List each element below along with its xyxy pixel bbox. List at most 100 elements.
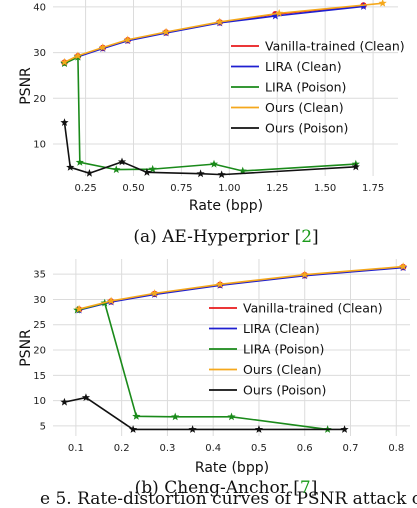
data-point — [107, 296, 116, 305]
data-point — [98, 43, 107, 52]
caption-a-prefix: (a) AE-Hyperprior [ — [133, 227, 301, 247]
data-point — [81, 393, 91, 402]
data-point — [75, 304, 84, 313]
data-point — [73, 305, 82, 314]
caption-a: (a) AE-Hyperprior [2] — [133, 227, 318, 247]
legend-a: Vanilla-trained (Clean) LIRA (Clean) LIRA … — [231, 38, 405, 135]
y-tick-label: 30 — [33, 295, 46, 306]
data-point — [129, 425, 138, 433]
data-point — [85, 168, 94, 177]
y-tick-label: 10 — [33, 140, 46, 151]
caption-b-suffix: ] — [311, 478, 318, 498]
x-tick-label: 1.25 — [266, 183, 288, 194]
caption-a-ref: 2 — [301, 227, 312, 247]
y-tick-label: 20 — [33, 346, 46, 357]
chart-cheng-anchor: 0.1 0.2 0.3 0.4 0.5 0.6 0.7 0.8 5 10 15 20 25 30 35 Ra… — [18, 259, 417, 508]
x-tick-label: 0.2 — [114, 443, 130, 454]
data-point — [142, 168, 152, 176]
x-axis-label-a: Rate (bpp) — [189, 198, 263, 214]
legend-label: LIRA (Clean) — [265, 59, 342, 74]
legend-item: Vanilla-trained (Clean) — [231, 38, 405, 53]
x-tick-label: 1.75 — [362, 183, 384, 194]
series-lines-b — [60, 262, 408, 433]
data-point — [340, 425, 349, 433]
series-line-lira-poison — [64, 56, 356, 172]
data-point — [60, 57, 69, 66]
legend-item: LIRA (Clean) — [231, 59, 342, 74]
data-point — [132, 411, 141, 420]
chart-ae-hyperprior: 0.25 0.50 0.75 1.00 1.25 1.50 1.75 10 20 30 40 Rat… — [18, 0, 405, 247]
data-point — [275, 8, 284, 17]
x-tick-label: 0.5 — [251, 443, 267, 454]
data-point — [378, 0, 387, 7]
data-point — [271, 11, 280, 20]
legend-item: Ours (Poison) — [231, 120, 348, 135]
plot-area-a — [53, 0, 398, 176]
data-point — [123, 35, 132, 44]
caption-b: (b) Cheng-Anchor [7] — [135, 478, 318, 498]
x-tick-label: 0.4 — [205, 443, 221, 454]
tick-labels-b: 0.1 0.2 0.3 0.4 0.5 0.6 0.7 0.8 5 10 15 20 25 30 35 — [33, 270, 404, 454]
legend-b: Vanilla-trained (Clean) LIRA (Clean) LIRA … — [209, 300, 383, 397]
legend-item: LIRA (Poison) — [231, 79, 346, 94]
data-point — [171, 412, 180, 421]
legend-label: LIRA (Poison) — [243, 341, 324, 356]
data-point — [217, 170, 226, 179]
series-line-ours-poison — [63, 122, 356, 176]
series-line-ours-clean — [78, 265, 404, 310]
y-tick-label: 15 — [33, 371, 46, 382]
data-point — [60, 397, 69, 406]
y-tick-label: 20 — [33, 94, 46, 105]
data-point — [150, 289, 159, 297]
legend-label: Vanilla-trained (Clean) — [265, 38, 405, 53]
tick-labels-a: 0.25 0.50 0.75 1.00 1.25 1.50 1.75 10 20 30 40 — [33, 2, 384, 194]
legend-item: Ours (Clean) — [231, 100, 344, 115]
y-tick-label: 10 — [33, 396, 46, 407]
data-point — [209, 159, 219, 168]
data-point — [215, 279, 225, 288]
data-point — [73, 51, 83, 60]
y-tick-label: 25 — [33, 320, 46, 331]
legend-label: Ours (Poison) — [243, 382, 326, 397]
data-point — [117, 157, 127, 166]
data-point — [254, 425, 264, 433]
legend-item: Ours (Poison) — [209, 382, 326, 397]
series-line-ours-poison — [64, 396, 345, 431]
data-point — [75, 157, 84, 166]
data-point — [112, 165, 121, 174]
data-point — [188, 425, 197, 433]
y-tick-label: 30 — [33, 48, 46, 59]
series-line-lira-clean — [64, 5, 364, 64]
y-axis-label-b: PSNR — [18, 329, 34, 367]
x-axis-label-b: Rate (bpp) — [195, 460, 269, 476]
data-point — [148, 164, 157, 173]
data-point — [196, 169, 205, 178]
y-tick-label: 35 — [33, 270, 46, 281]
legend-label: Ours (Clean) — [265, 100, 344, 115]
series-line-ours-clean — [64, 2, 383, 63]
x-tick-label: 0.3 — [159, 443, 175, 454]
legend-item: LIRA (Poison) — [209, 341, 324, 356]
legend-item: Ours (Clean) — [209, 362, 322, 377]
legend-item: Vanilla-trained (Clean) — [209, 300, 383, 315]
y-tick-label: 5 — [40, 421, 46, 432]
x-tick-label: 0.6 — [297, 443, 313, 454]
data-point — [399, 262, 408, 271]
legend-label: LIRA (Poison) — [265, 79, 346, 94]
legend-label: LIRA (Clean) — [243, 321, 320, 336]
data-point — [60, 118, 69, 126]
data-point — [300, 270, 309, 279]
legend-item: LIRA (Clean) — [209, 321, 320, 336]
y-axis-label-a: PSNR — [18, 67, 34, 105]
x-tick-label: 0.7 — [343, 443, 359, 454]
data-point — [359, 2, 368, 10]
y-tick-label: 40 — [33, 2, 46, 13]
x-tick-label: 1.50 — [314, 183, 336, 194]
legend-label: Ours (Clean) — [243, 362, 322, 377]
series-lines-a — [60, 0, 387, 179]
data-point — [66, 163, 75, 171]
figure-caption-fragment: e 5. Rate-distortion curves of PSNR atta… — [40, 489, 417, 508]
data-point — [227, 412, 236, 421]
legend-label: Vanilla-trained (Clean) — [243, 300, 383, 315]
